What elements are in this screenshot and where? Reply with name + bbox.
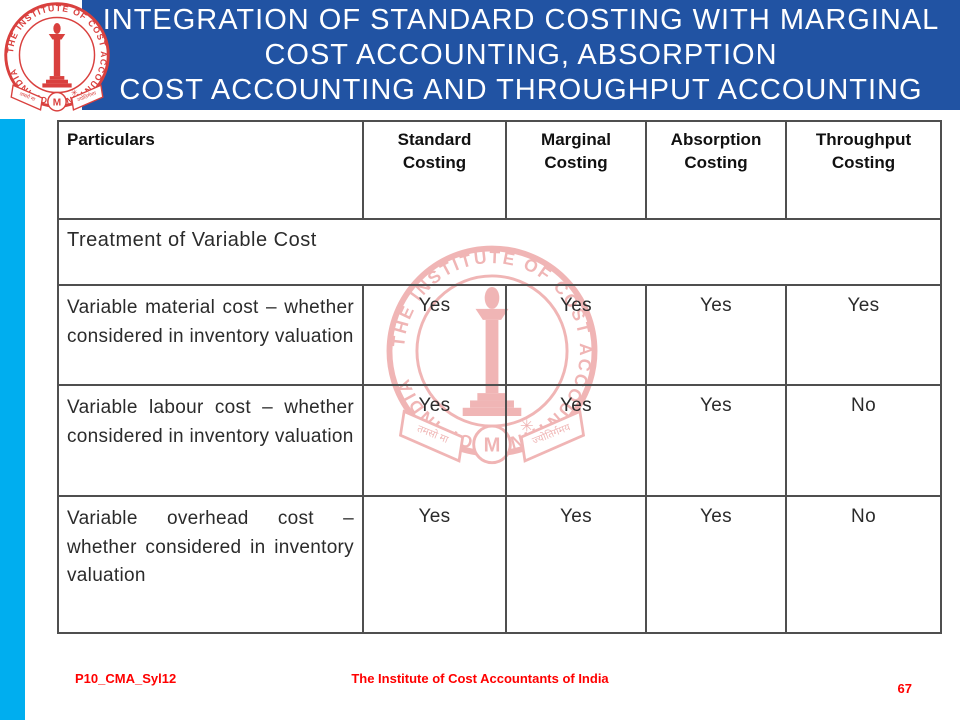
slide-title-line-2: COST ACCOUNTING, ABSORPTION (264, 39, 778, 71)
slide-title-line-3: COST ACCOUNTING AND THROUGHPUT ACCOUNTIN… (119, 74, 923, 106)
row-value: Yes (362, 384, 507, 497)
row-value: Yes (505, 384, 647, 497)
institute-seal-logo (2, 1, 112, 120)
row-value: Yes (505, 495, 647, 634)
slide-title-line-1: INTEGRATION OF STANDARD COSTING WITH MAR… (102, 4, 940, 36)
col-header-absorption-costing: Absorption Costing (645, 120, 787, 220)
costing-comparison-table: Particulars Standard Costing Marginal Co… (57, 120, 942, 634)
row-value: Yes (645, 495, 787, 634)
row-value: No (785, 495, 942, 634)
row-value: Yes (785, 284, 942, 386)
table-row: Variable material cost – whether conside… (57, 284, 942, 386)
row-value: Yes (645, 284, 787, 386)
row-value: Yes (362, 495, 507, 634)
row-value: Yes (505, 284, 647, 386)
row-value: No (785, 384, 942, 497)
row-particulars: Variable overhead cost – whether conside… (57, 495, 364, 634)
row-value: Yes (645, 384, 787, 497)
col-header-particulars: Particulars (57, 120, 364, 220)
title-banner: INTEGRATION OF STANDARD COSTING WITH MAR… (82, 0, 960, 110)
col-header-throughput-costing: Throughput Costing (785, 120, 942, 220)
table-header-row: Particulars Standard Costing Marginal Co… (57, 120, 942, 220)
table-row: Variable labour cost – whether considere… (57, 384, 942, 497)
footer-deck-code: P10_CMA_Syl12 (75, 671, 177, 686)
col-header-standard-costing: Standard Costing (362, 120, 507, 220)
row-particulars: Variable labour cost – whether considere… (57, 384, 364, 497)
col-header-marginal-costing: Marginal Costing (505, 120, 647, 220)
table-row: Variable overhead cost – whether conside… (57, 495, 942, 634)
row-particulars: Variable material cost – whether conside… (57, 284, 364, 386)
left-accent-bar (0, 119, 25, 720)
section-row-label: Treatment of Variable Cost (57, 218, 942, 286)
section-row: Treatment of Variable Cost (57, 218, 942, 286)
footer-institute-name: The Institute of Cost Accountants of Ind… (351, 671, 609, 686)
footer-page-number: 67 (897, 681, 912, 696)
row-value: Yes (362, 284, 507, 386)
